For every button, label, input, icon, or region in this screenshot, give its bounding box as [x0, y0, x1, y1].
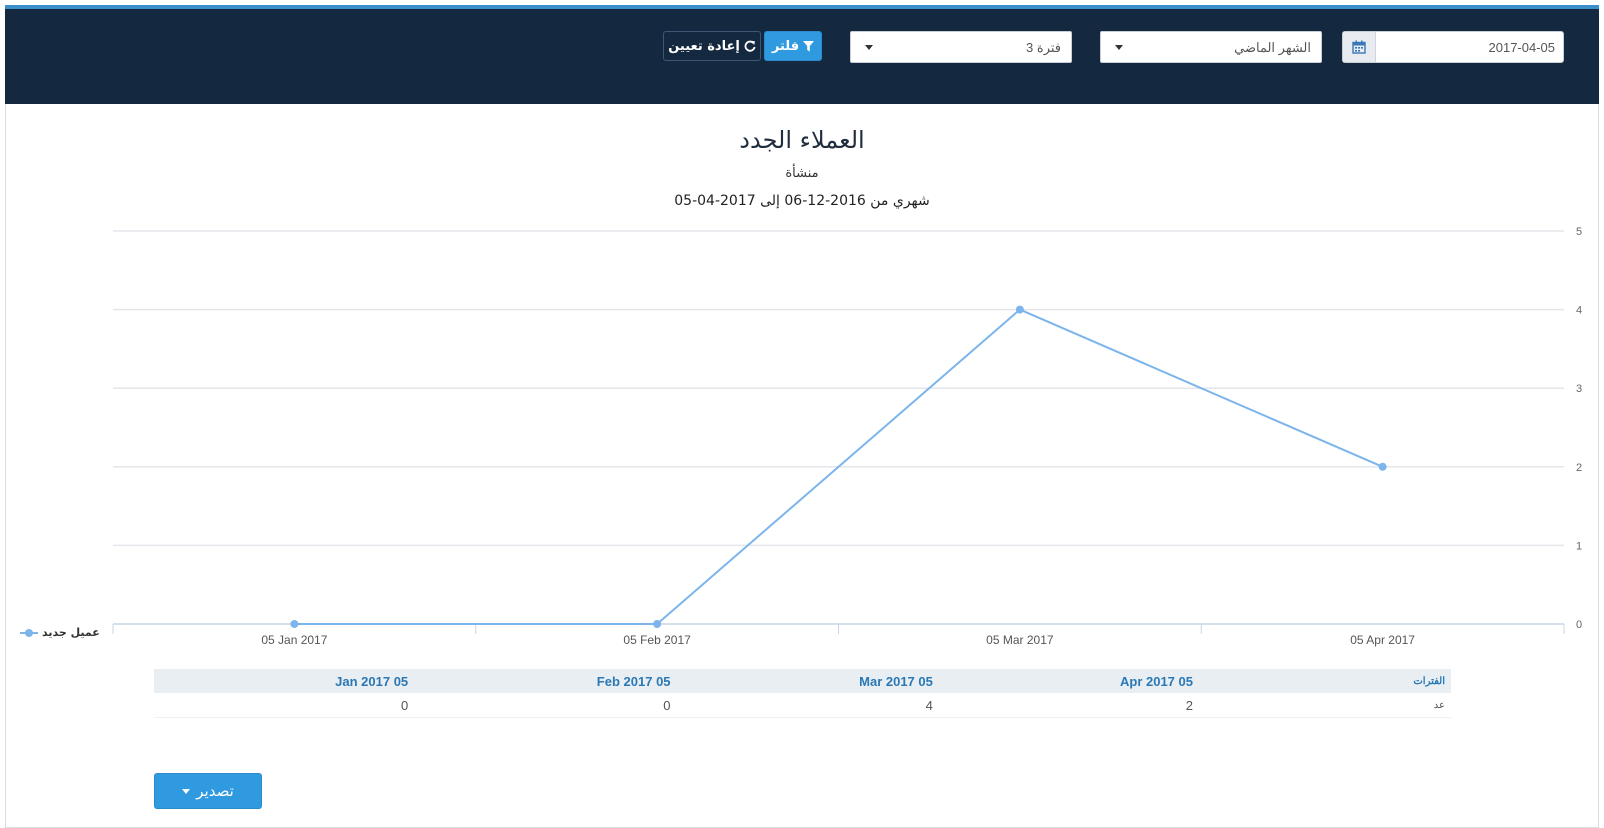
range-select-value: الشهر الماضي	[1234, 40, 1311, 55]
table-cell: 4	[676, 693, 939, 718]
period-select[interactable]: فترة 3	[850, 31, 1072, 63]
table-column-header: 05 Jan 2017	[154, 669, 415, 693]
table-row-label: عد	[1199, 693, 1451, 718]
data-point	[653, 620, 662, 628]
reset-button-label: إعادة تعيين	[668, 38, 740, 54]
data-point	[1015, 305, 1024, 314]
chart-legend[interactable]: عميل جديد	[20, 626, 100, 639]
calendar-icon[interactable]	[1343, 32, 1376, 62]
table-header-label: الفترات	[1199, 669, 1451, 693]
chart-series	[290, 305, 1387, 628]
filter-icon	[803, 40, 815, 51]
y-tick-label: 5	[1576, 226, 1582, 238]
date-input[interactable]	[1383, 32, 1559, 62]
data-point	[1378, 462, 1387, 471]
chevron-down-icon	[1115, 45, 1123, 50]
table-column-header: 05 Mar 2017	[676, 669, 939, 693]
caret-down-icon	[182, 788, 191, 794]
table-cell: 0	[154, 693, 415, 718]
table-cell: 2	[938, 693, 1199, 718]
table-cell: 0	[414, 693, 677, 718]
x-tick-label: 05 Mar 2017	[986, 633, 1054, 647]
y-tick-label: 4	[1576, 305, 1582, 317]
reset-button[interactable]: إعادة تعيين	[663, 31, 761, 61]
y-tick-label: 3	[1576, 383, 1582, 395]
x-tick-label: 05 Apr 2017	[1350, 633, 1415, 647]
chart-period: شهري من 2016-12-06 إلى 2017-04-05	[674, 193, 930, 209]
y-tick-label: 0	[1576, 619, 1582, 631]
x-axis: 05 Jan 2017 05 Feb 2017 05 Mar 2017 05 Apr …	[112, 623, 1565, 647]
table-column-header: 05 Feb 2017	[414, 669, 677, 693]
chart-title: العملاء الجدد	[739, 126, 865, 154]
table-row: عد 2 4 0 0	[154, 693, 1451, 718]
data-table: الفترات 05 Apr 2017 05 Mar 2017 05 Feb 2…	[154, 669, 1451, 718]
series-line	[294, 308, 1384, 625]
legend-label: عميل جديد	[42, 626, 100, 639]
chart-gridlines	[113, 230, 1564, 547]
x-tick-label: 05 Jan 2017	[261, 633, 327, 647]
data-point	[290, 620, 299, 628]
x-tick-label: 05 Feb 2017	[623, 633, 691, 647]
chart-subtitle: منشأة	[785, 166, 819, 181]
table-column-header: 05 Apr 2017	[938, 669, 1199, 693]
export-button[interactable]: تصدير	[154, 773, 262, 809]
refresh-icon	[744, 40, 756, 52]
legend-marker-icon	[20, 628, 38, 637]
y-axis-ticks: 0 1 2 3 4 5	[1576, 226, 1582, 631]
range-select[interactable]: الشهر الماضي	[1100, 31, 1322, 63]
chevron-down-icon	[865, 45, 873, 50]
filter-button[interactable]: فلتر	[764, 31, 822, 61]
line-chart: 0 1 2 3 4 5 05 Jan 2017 05 Feb 2017 05 Mar 2017…	[112, 226, 1582, 647]
y-tick-label: 2	[1576, 462, 1582, 474]
export-button-label: تصدير	[196, 782, 234, 800]
table-header-row: الفترات 05 Apr 2017 05 Mar 2017 05 Feb 2…	[154, 669, 1451, 693]
y-tick-label: 1	[1576, 540, 1582, 552]
date-picker[interactable]	[1342, 31, 1564, 63]
filter-button-label: فلتر	[771, 38, 800, 54]
period-select-value: فترة 3	[1026, 40, 1061, 55]
